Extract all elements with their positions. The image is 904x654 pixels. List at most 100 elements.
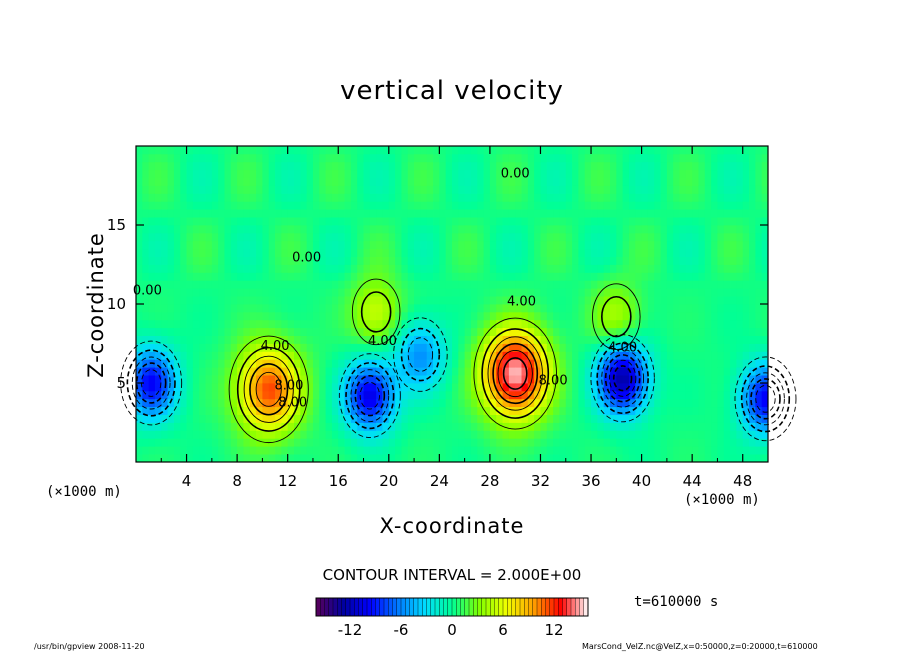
heatmap-cell [395, 232, 402, 242]
heatmap-cell [698, 161, 706, 171]
heatmap-cell [192, 343, 200, 352]
heatmap-cell [199, 153, 206, 163]
heatmap-cell [647, 367, 655, 376]
heatmap-cell [433, 343, 440, 352]
heatmap-cell [546, 351, 554, 360]
heatmap-cell [755, 161, 763, 171]
heatmap-cell [654, 406, 661, 415]
heatmap-cell [199, 454, 206, 463]
heatmap-cell [388, 398, 396, 408]
heatmap-cell [294, 390, 301, 400]
heatmap-cell [420, 319, 428, 329]
heatmap-cell [565, 280, 573, 289]
colorbar-swatch [549, 597, 555, 617]
heatmap-cell [470, 296, 478, 305]
heatmap-cell [452, 146, 459, 155]
heatmap-cell [401, 185, 409, 194]
heatmap-cell [578, 177, 586, 186]
heatmap-cell [306, 256, 314, 265]
colorbar-frame [315, 597, 589, 617]
heatmap-cell [142, 209, 150, 218]
heatmap-cell [527, 256, 535, 265]
heatmap-cell [603, 446, 611, 455]
heatmap-cell [540, 209, 548, 218]
heatmap-cell [559, 398, 567, 408]
contour-line [612, 365, 633, 392]
heatmap-cell [698, 264, 706, 273]
heatmap-cell [761, 232, 769, 242]
heatmap-cell [591, 232, 598, 242]
heatmap-cell [698, 430, 706, 439]
heatmap-cell [761, 327, 769, 336]
heatmap-cell [300, 240, 308, 250]
heatmap-cell [610, 335, 617, 344]
heatmap-cell [230, 161, 238, 171]
heatmap-cell [369, 454, 377, 463]
heatmap-cell [483, 414, 491, 423]
heatmap-cell [572, 327, 579, 336]
heatmap-cell [458, 161, 466, 171]
heatmap-cell [243, 185, 251, 194]
heatmap-cell [363, 169, 371, 178]
heatmap-cell [622, 193, 630, 202]
colorbar-swatch [507, 597, 513, 617]
heatmap-cell [584, 319, 592, 329]
heatmap-cell [154, 327, 162, 336]
heatmap-cell [199, 217, 206, 226]
heatmap-cell [660, 161, 668, 171]
heatmap-cell [666, 367, 674, 376]
heatmap-cell [635, 209, 642, 218]
heatmap-cell [414, 169, 421, 178]
heatmap-cell [521, 414, 529, 423]
heatmap-cell [376, 335, 383, 344]
heatmap-cell [635, 422, 642, 431]
heatmap-cell [312, 311, 320, 321]
heatmap-cell [148, 217, 156, 226]
heatmap-cell [338, 296, 345, 305]
heatmap-cell [281, 383, 289, 392]
heatmap-cell [704, 185, 712, 194]
heatmap-cell [319, 375, 326, 384]
heatmap-cell [369, 201, 377, 210]
heatmap-cell [591, 177, 598, 186]
colorbar-tick-label: 0 [447, 621, 457, 639]
heatmap-cell [654, 256, 661, 265]
heatmap-cell [312, 209, 320, 218]
heatmap-cell [673, 280, 680, 289]
heatmap-cell [281, 153, 289, 163]
heatmap-cell [268, 414, 276, 423]
heatmap-cell [433, 367, 440, 376]
heatmap-cell [546, 327, 554, 336]
heatmap-cell [496, 248, 503, 257]
heatmap-cell [572, 217, 579, 226]
heatmap-cell [730, 248, 737, 257]
colorbar-swatch [456, 597, 462, 617]
heatmap-cell [603, 256, 611, 265]
heatmap-cell [439, 398, 447, 408]
heatmap-cell [306, 272, 314, 281]
heatmap-cell [761, 430, 769, 439]
heatmap-cell [325, 209, 333, 218]
heatmap-cell [553, 217, 560, 226]
heatmap-cell [591, 406, 598, 415]
heatmap-cell [439, 225, 447, 234]
heatmap-cell [142, 351, 150, 360]
heatmap-cell [420, 383, 428, 392]
heatmap-cell [559, 406, 567, 415]
heatmap-cell [154, 319, 162, 329]
heatmap-cell [540, 422, 548, 431]
heatmap-cell [407, 288, 415, 297]
heatmap-cell [660, 375, 668, 384]
heatmap-cell [641, 367, 649, 376]
heatmap-cell [388, 240, 396, 250]
heatmap-cell [685, 351, 693, 360]
heatmap-cell [275, 351, 282, 360]
heatmap-cell [319, 343, 326, 352]
heatmap-cell [534, 319, 541, 329]
heatmap-cell [186, 240, 194, 250]
heatmap-cell [755, 343, 763, 352]
heatmap-cell [414, 414, 421, 423]
heatmap-cell [622, 311, 630, 321]
heatmap-cell [369, 375, 377, 384]
heatmap-cell [180, 406, 187, 415]
